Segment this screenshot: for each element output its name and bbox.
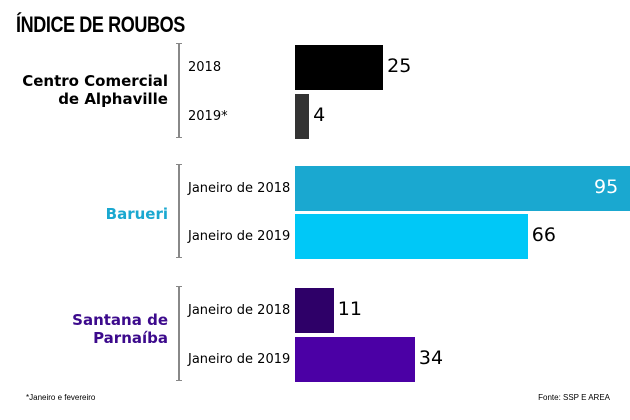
value-label: 34 xyxy=(418,347,444,369)
bar xyxy=(295,166,630,211)
value-label: 4 xyxy=(313,104,326,126)
bar xyxy=(295,288,334,333)
value-label: 66 xyxy=(531,224,556,246)
footnote: *Janeiro e fevereiro xyxy=(26,393,96,402)
category-label: Janeiro de 2018 xyxy=(188,303,291,318)
chart-title: ÍNDICE DE ROUBOS xyxy=(16,12,185,37)
value-label: 11 xyxy=(337,298,362,320)
category-label: 2018 xyxy=(188,60,222,75)
group-label: Centro Comercial de Alphaville xyxy=(22,72,168,108)
bar xyxy=(295,337,415,382)
group-bracket xyxy=(176,43,182,138)
category-label: Janeiro de 2019 xyxy=(188,229,291,244)
group-bracket xyxy=(176,164,182,258)
category-label: Janeiro de 2019 xyxy=(188,352,291,367)
group-label: Barueri xyxy=(105,205,168,223)
group-bracket xyxy=(176,286,182,381)
group-label: Santana de Parnaíba xyxy=(72,311,168,347)
bar xyxy=(295,214,528,259)
bar xyxy=(295,94,310,139)
category-label: 2019* xyxy=(188,109,228,124)
value-label: 25 xyxy=(387,55,412,77)
bar xyxy=(295,45,384,90)
source: Fonte: SSP E AREA xyxy=(538,393,610,402)
value-label: 95 xyxy=(594,176,619,198)
category-label: Janeiro de 2018 xyxy=(188,181,291,196)
